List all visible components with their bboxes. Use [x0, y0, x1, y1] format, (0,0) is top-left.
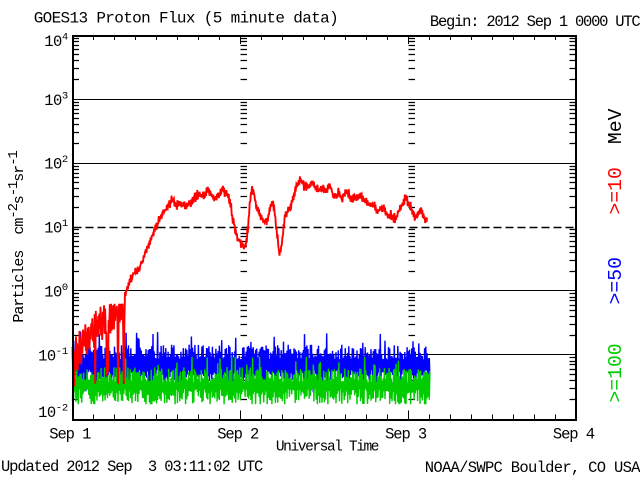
svg-text:Begin: 2012 Sep 1 0000 UTC: Begin: 2012 Sep 1 0000 UTC	[430, 13, 640, 31]
svg-text:Sep 2: Sep 2	[217, 426, 259, 444]
svg-text:Universal Time: Universal Time	[276, 440, 379, 456]
svg-text:10: 10	[38, 404, 56, 422]
svg-text:0: 0	[62, 282, 68, 294]
svg-text:>=100: >=100	[605, 343, 627, 402]
svg-text:10: 10	[44, 156, 62, 174]
svg-text:1: 1	[62, 218, 68, 230]
svg-text:GOES13 Proton Flux (5 minute d: GOES13 Proton Flux (5 minute data)	[34, 10, 338, 28]
svg-text:10: 10	[44, 92, 62, 110]
svg-text:4: 4	[62, 32, 68, 44]
svg-text:10: 10	[38, 348, 56, 366]
svg-text:10: 10	[44, 220, 62, 238]
svg-text:-1: -1	[56, 346, 68, 358]
svg-text:Sep 4: Sep 4	[553, 426, 595, 444]
svg-text:Sep 1: Sep 1	[49, 426, 91, 444]
svg-text:Updated 2012 Sep 3 03:11:02 U: Updated 2012 Sep 3 03:11:02 UTC	[1, 458, 263, 476]
svg-text:MeV: MeV	[605, 108, 627, 144]
svg-text:2: 2	[62, 154, 68, 166]
svg-text:-2: -2	[56, 402, 68, 414]
svg-text:>=10: >=10	[605, 167, 627, 214]
svg-text:10: 10	[44, 33, 62, 51]
svg-text:10: 10	[44, 284, 62, 302]
svg-text:Sep 3: Sep 3	[385, 426, 427, 444]
svg-text:NOAA/SWPC Boulder, CO USA: NOAA/SWPC Boulder, CO USA	[425, 459, 640, 477]
svg-text:3: 3	[62, 90, 68, 102]
svg-text:>=50: >=50	[605, 257, 627, 304]
